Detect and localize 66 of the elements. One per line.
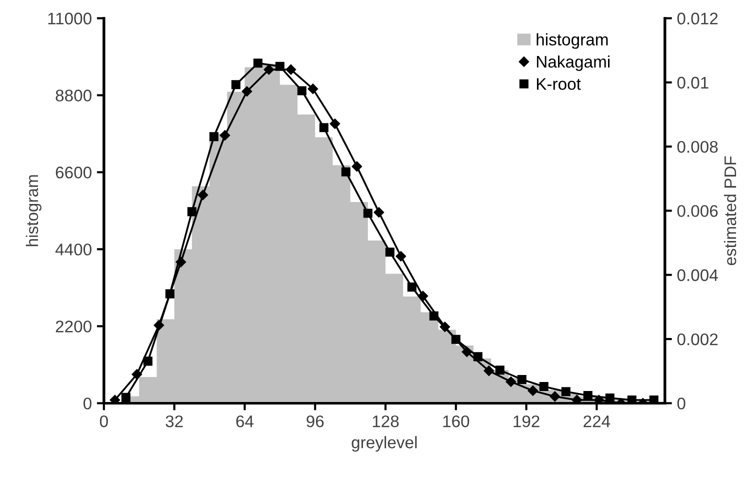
x-tick-label: 96 xyxy=(306,415,324,428)
point xyxy=(605,394,614,403)
point xyxy=(407,282,416,292)
point xyxy=(396,251,406,262)
point xyxy=(517,374,526,384)
point xyxy=(110,394,120,404)
y-axis-title: histogram xyxy=(26,175,42,246)
point xyxy=(308,84,318,94)
point xyxy=(429,311,438,320)
y2-axis-title: estimated PDF xyxy=(724,156,736,266)
y-tick-label: 2200 xyxy=(56,320,92,332)
legend-label: histogram xyxy=(536,33,608,49)
point xyxy=(187,207,196,216)
x-tick-label: 160 xyxy=(443,415,470,428)
point xyxy=(143,356,152,366)
y2-tick-label: 0 xyxy=(677,398,686,410)
x-tick-label: 224 xyxy=(584,415,610,428)
x-tick-label: 32 xyxy=(166,415,183,428)
point xyxy=(275,62,284,71)
y2-tick-label: 0.008 xyxy=(677,140,718,153)
point xyxy=(451,334,460,344)
point xyxy=(330,118,340,129)
point xyxy=(242,86,252,96)
point xyxy=(297,86,306,96)
point xyxy=(341,167,350,176)
point xyxy=(374,207,384,218)
point xyxy=(473,352,482,362)
point xyxy=(231,80,240,90)
x-axis-title: greylevel xyxy=(352,436,417,452)
point xyxy=(528,386,538,396)
point xyxy=(319,123,328,132)
point xyxy=(561,387,570,396)
point xyxy=(484,366,494,376)
y-tick-label: 0 xyxy=(83,398,92,410)
point xyxy=(220,130,230,140)
point xyxy=(363,208,372,218)
point xyxy=(572,394,582,404)
point xyxy=(198,190,208,200)
y-tick-label: 11000 xyxy=(48,12,92,24)
legend-label: Nakagami xyxy=(536,55,610,71)
point xyxy=(495,366,504,375)
point xyxy=(121,392,130,402)
x-tick-label: 128 xyxy=(372,415,399,428)
y2-tick-label: 0.01 xyxy=(677,76,708,89)
point xyxy=(539,382,548,392)
y2-tick-label: 0.002 xyxy=(677,333,718,346)
x-tick-label: 0 xyxy=(100,415,108,428)
point xyxy=(286,64,296,75)
legend-label: K-root xyxy=(536,78,581,90)
point xyxy=(264,64,274,75)
point xyxy=(550,391,560,402)
y-tick-label: 6600 xyxy=(56,166,92,178)
y2-tick-label: 0.004 xyxy=(677,269,718,282)
y2-tick-label: 0.006 xyxy=(677,205,718,217)
point xyxy=(165,289,174,298)
x-tick-label: 192 xyxy=(514,415,540,428)
y2-tick-label: 0.012 xyxy=(677,12,718,24)
point xyxy=(209,132,218,142)
point xyxy=(506,376,516,387)
point xyxy=(583,390,592,400)
point xyxy=(352,161,362,172)
y-tick-label: 8800 xyxy=(56,90,92,102)
point xyxy=(385,248,394,257)
point xyxy=(253,58,262,68)
x-tick-label: 64 xyxy=(236,415,254,428)
y-tick-label: 4400 xyxy=(55,244,92,256)
